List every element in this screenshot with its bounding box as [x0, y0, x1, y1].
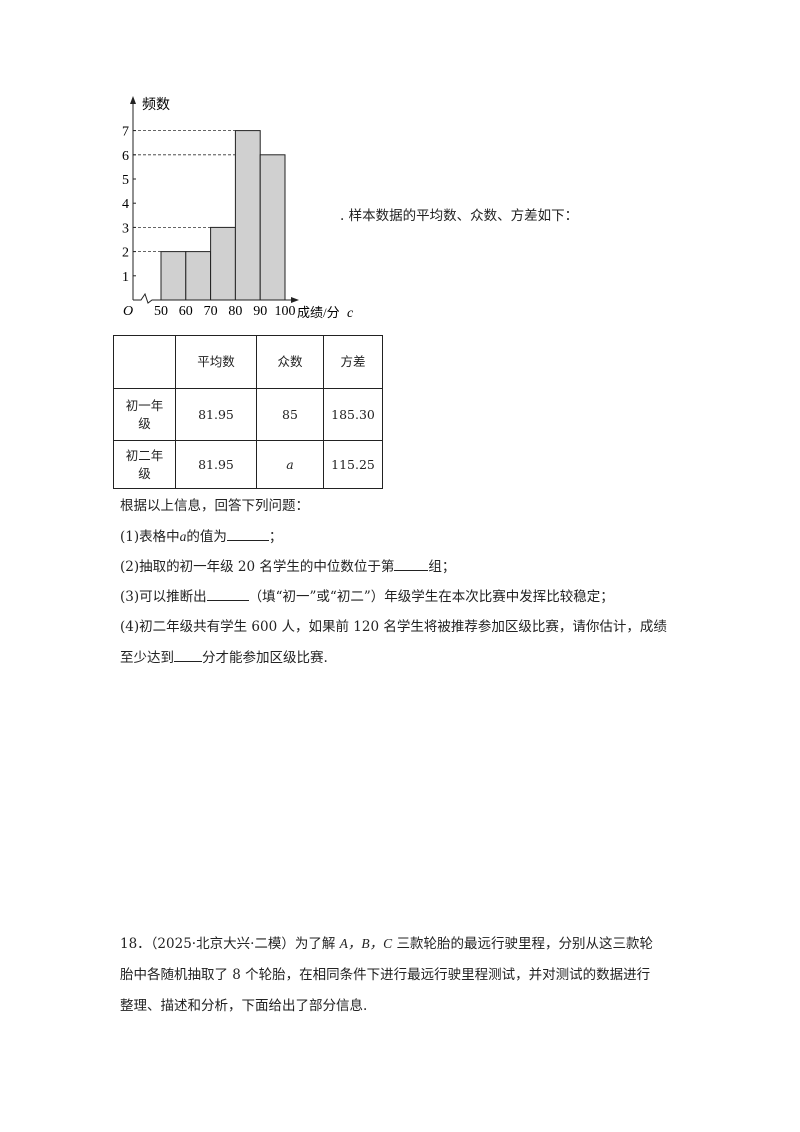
x-axis-extra-label: c — [347, 306, 354, 320]
question-4-line2: 至少达到 分才能参加区级比赛. — [120, 646, 328, 666]
histogram-bar — [259, 154, 286, 301]
question-4-line1: (4)初二年级共有学生 600 人，如果前 120 名学生将被推荐参加区级比赛，… — [120, 619, 667, 635]
q4-text: 分才能参加区级比赛. — [202, 650, 328, 666]
table-header-cell: 众数 — [256, 335, 324, 389]
table-header-cell: 方差 — [323, 335, 383, 389]
prompt-text: 根据以上信息，回答下列问题： — [120, 498, 309, 514]
q2-text: (2)抽取的初一年级 20 名学生的中位数位于第 — [120, 559, 395, 575]
y-axis-label: 频数 — [142, 97, 170, 113]
table-cell: a — [256, 440, 324, 489]
question-1: (1)表格中a的值为 ； — [120, 525, 282, 545]
y-tick-label: 3 — [122, 221, 129, 236]
stats-table: 平均数 众数 方差 初一年级 81.95 85 185.30 初二年级 81.9… — [113, 335, 383, 489]
p18-text: 18．（2025·北京大兴·二模）为了解 — [120, 936, 340, 952]
x-tick-label: 80 — [228, 304, 242, 319]
histogram-bar — [234, 130, 261, 301]
table-cell: 185.30 — [323, 388, 383, 441]
p18-vars: A，B，C — [339, 936, 393, 951]
x-axis — [133, 292, 295, 304]
answer-blank[interactable] — [174, 647, 202, 662]
table-header-cell: 平均数 — [175, 335, 257, 389]
p18-text: 三款轮胎的最远行驶里程，分别从这三款轮 — [392, 936, 653, 952]
var-a: a — [179, 529, 187, 544]
y-tick-label: 1 — [122, 270, 129, 285]
q2-text: 组； — [428, 559, 456, 575]
x-tick-label: 70 — [204, 304, 218, 319]
problem-18-line1: 18．（2025·北京大兴·二模）为了解 A，B，C 三款轮胎的最远行驶里程，分… — [120, 932, 653, 952]
question-2: (2)抽取的初一年级 20 名学生的中位数位于第 组； — [120, 555, 455, 575]
histogram-bar — [160, 251, 187, 301]
problem-18-line3: 整理、描述和分析，下面给出了部分信息. — [120, 998, 368, 1014]
intro-text: . 样本数据的平均数、众数、方差如下： — [340, 208, 579, 224]
y-tick-label: 2 — [122, 246, 129, 261]
y-tick-label: 4 — [122, 197, 129, 212]
q1-text: (1)表格中 — [120, 529, 180, 545]
table-cell: 81.95 — [175, 440, 257, 489]
table-cell: 初二年级 — [113, 440, 176, 489]
histogram-bar — [210, 226, 236, 301]
x-tick-label: 90 — [253, 304, 267, 319]
table-cell: 初一年级 — [113, 388, 176, 441]
problem-18-line2: 胎中各随机抽取了 8 个轮胎，在相同条件下进行最远行驶里程测试，并对测试的数据进… — [120, 967, 651, 983]
x-axis-label: 成绩/分 — [297, 305, 340, 320]
q3-text: (3)可以推断出 — [120, 589, 207, 605]
origin-label: O — [123, 304, 133, 319]
table-cell: 81.95 — [175, 388, 257, 441]
answer-blank[interactable] — [226, 526, 269, 541]
y-axis-arrow — [130, 96, 136, 104]
question-3: (3)可以推断出 （填“初一”或“初二”）年级学生在本次比赛中发挥比较稳定； — [120, 585, 614, 605]
table-cell: 115.25 — [323, 440, 383, 489]
y-tick-label: 7 — [122, 125, 129, 140]
x-tick-label: 60 — [179, 304, 193, 319]
y-tick-label: 6 — [122, 149, 129, 164]
q1-text: ； — [268, 529, 283, 545]
histogram-bar — [185, 251, 212, 301]
x-tick-label: 50 — [154, 304, 168, 319]
q3-text: （填“初一”或“初二”）年级学生在本次比赛中发挥比较稳定； — [248, 589, 614, 605]
q1-text: 的值为 — [186, 529, 227, 545]
q4-text: 至少达到 — [120, 650, 174, 666]
answer-blank[interactable] — [206, 586, 249, 601]
table-header-cell — [113, 335, 176, 389]
answer-blank[interactable] — [394, 556, 429, 571]
x-axis-arrow — [291, 297, 299, 303]
table-cell: 85 — [256, 388, 324, 441]
y-tick-label: 5 — [122, 173, 129, 188]
x-tick-label: 100 — [275, 304, 296, 319]
